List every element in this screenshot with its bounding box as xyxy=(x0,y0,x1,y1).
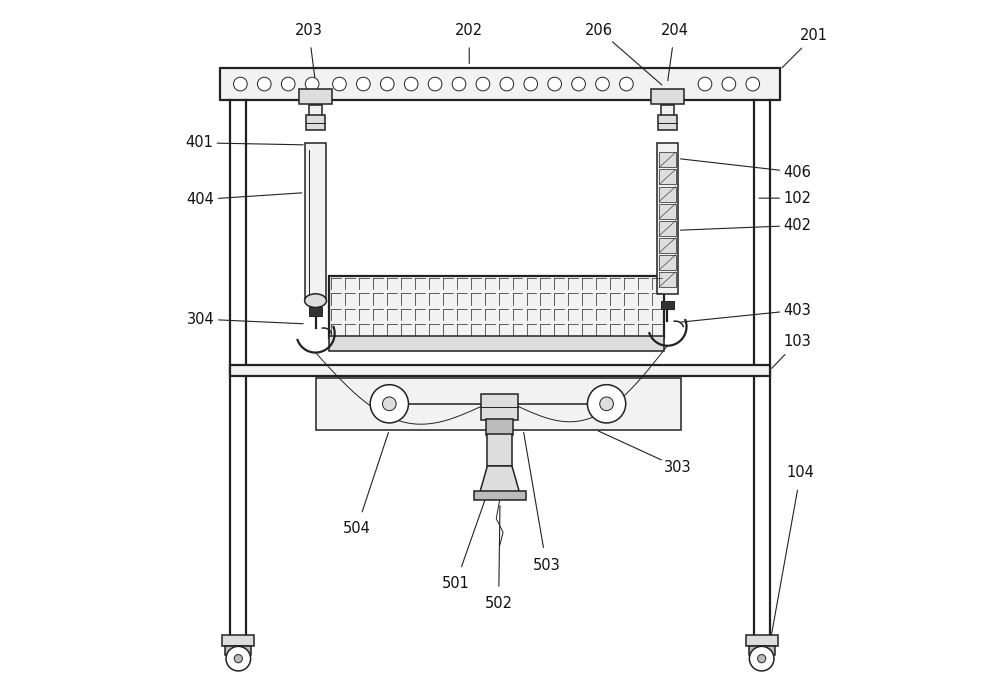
Circle shape xyxy=(476,78,490,91)
Text: 206: 206 xyxy=(585,23,613,38)
Bar xyxy=(481,394,518,420)
Text: 104: 104 xyxy=(787,465,815,480)
Bar xyxy=(486,419,513,434)
Circle shape xyxy=(746,78,760,91)
Bar xyxy=(659,152,676,167)
Circle shape xyxy=(600,397,613,411)
Bar xyxy=(659,187,676,202)
Bar xyxy=(659,204,676,219)
Polygon shape xyxy=(479,466,520,495)
Bar xyxy=(222,635,254,646)
Circle shape xyxy=(234,654,242,663)
Circle shape xyxy=(500,78,514,91)
Text: 201: 201 xyxy=(800,28,828,43)
Circle shape xyxy=(758,654,766,663)
Bar xyxy=(661,300,674,309)
Bar xyxy=(329,276,664,338)
Text: 502: 502 xyxy=(485,597,513,611)
Circle shape xyxy=(357,78,370,91)
Bar xyxy=(661,105,674,116)
Text: 404: 404 xyxy=(187,192,215,207)
Bar xyxy=(306,115,325,130)
Circle shape xyxy=(572,78,585,91)
Text: 503: 503 xyxy=(533,558,560,573)
Bar xyxy=(657,143,678,294)
Circle shape xyxy=(333,78,346,91)
Circle shape xyxy=(380,78,394,91)
Circle shape xyxy=(596,78,609,91)
Bar xyxy=(230,365,770,376)
Ellipse shape xyxy=(305,294,326,307)
Text: 304: 304 xyxy=(187,311,215,327)
Bar xyxy=(749,646,775,654)
Text: 504: 504 xyxy=(343,521,370,536)
Bar xyxy=(659,255,676,270)
Bar xyxy=(659,272,676,287)
Circle shape xyxy=(587,385,626,423)
Circle shape xyxy=(548,78,561,91)
Bar xyxy=(487,434,512,466)
Bar xyxy=(329,336,664,351)
Bar xyxy=(659,221,676,236)
Text: 403: 403 xyxy=(783,303,811,318)
Circle shape xyxy=(370,385,408,423)
Bar xyxy=(225,646,251,654)
Bar xyxy=(651,89,684,104)
Circle shape xyxy=(305,78,319,91)
Bar xyxy=(474,490,526,500)
Circle shape xyxy=(404,78,418,91)
Circle shape xyxy=(698,78,712,91)
Bar xyxy=(316,378,681,429)
Text: 204: 204 xyxy=(661,23,689,38)
Circle shape xyxy=(234,78,247,91)
Circle shape xyxy=(382,397,396,411)
Circle shape xyxy=(524,78,538,91)
Text: 402: 402 xyxy=(783,218,811,233)
Text: 303: 303 xyxy=(664,460,691,475)
Circle shape xyxy=(452,78,466,91)
Bar xyxy=(309,307,322,316)
Text: 102: 102 xyxy=(783,191,811,206)
Text: 401: 401 xyxy=(185,135,213,150)
Bar xyxy=(659,169,676,185)
Text: 103: 103 xyxy=(783,334,811,349)
Text: 501: 501 xyxy=(442,576,470,591)
Circle shape xyxy=(226,646,251,671)
Text: 406: 406 xyxy=(783,165,811,180)
Circle shape xyxy=(281,78,295,91)
Bar xyxy=(305,143,326,300)
Circle shape xyxy=(428,78,442,91)
Circle shape xyxy=(257,78,271,91)
Circle shape xyxy=(620,78,633,91)
Circle shape xyxy=(749,646,774,671)
Bar xyxy=(299,89,332,104)
Text: 202: 202 xyxy=(455,23,483,38)
Bar xyxy=(220,68,780,100)
Bar xyxy=(659,238,676,253)
Bar xyxy=(658,115,677,130)
Text: 203: 203 xyxy=(295,23,323,38)
Circle shape xyxy=(722,78,736,91)
Bar xyxy=(309,105,322,116)
Bar xyxy=(746,635,778,646)
